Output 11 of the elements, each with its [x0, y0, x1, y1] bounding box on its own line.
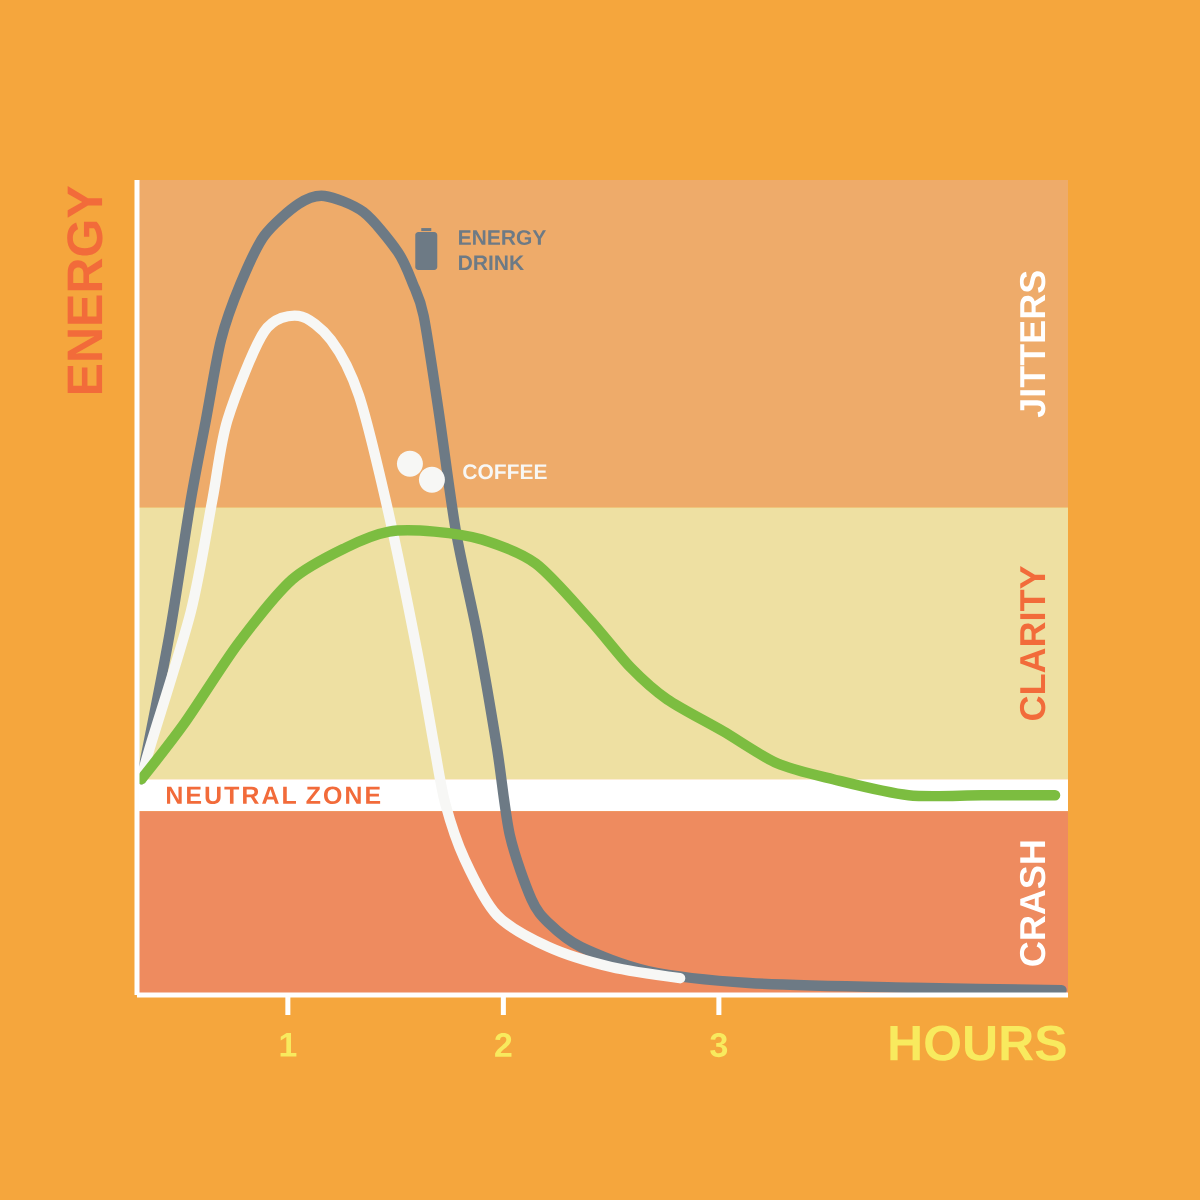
legend-label: COFFEE [463, 464, 547, 480]
y-axis-title: ENERGY [67, 186, 103, 394]
band-label: CLARITY [1019, 566, 1046, 720]
x-tick-label: 3 [710, 1033, 728, 1058]
band-label: JITTERS [1019, 271, 1046, 418]
x-tick-label: 2 [495, 1033, 512, 1057]
band-label: NEUTRAL ZONE [167, 786, 381, 805]
band-label: CRASH [1019, 841, 1046, 966]
legend-label: ENERGY DRINK [459, 230, 546, 271]
x-axis-title: HOURS [890, 1025, 1066, 1061]
x-tick-label: 1 [280, 1033, 297, 1057]
